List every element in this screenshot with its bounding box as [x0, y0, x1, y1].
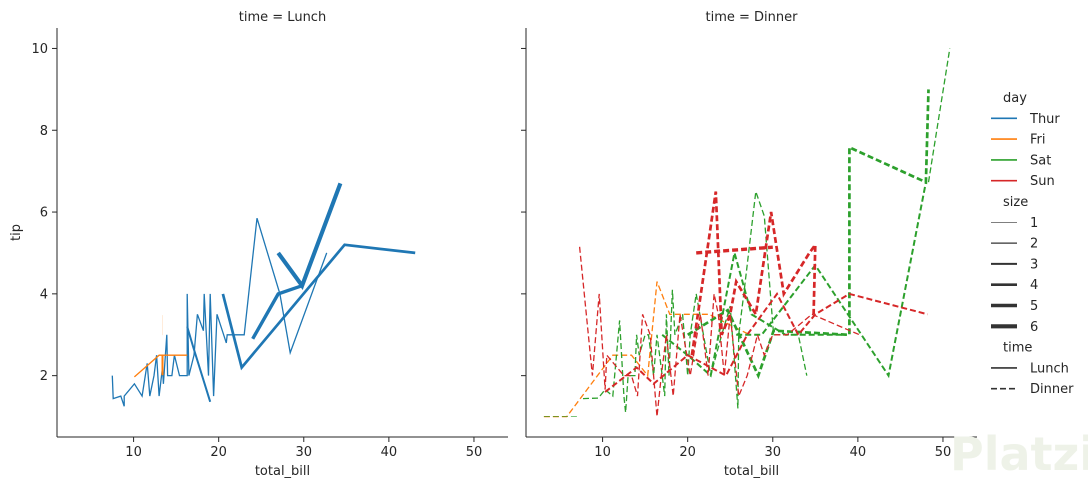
legend-day-thur-label: Thur: [1029, 112, 1060, 127]
legend-day-fri-label: Fri: [1030, 133, 1046, 148]
series-line-sun-size-3: [604, 292, 928, 393]
series-line-sat-size-2: [927, 48, 951, 183]
series-line-thur-size-3: [186, 326, 212, 403]
legend-size-5-label: 5: [1030, 299, 1038, 314]
x-tick-label: 50: [466, 445, 483, 460]
x-tick-label: 30: [765, 445, 782, 460]
x-tick-label: 40: [850, 445, 867, 460]
series-line-thur-size-2: [111, 218, 328, 407]
x-tick-label: 20: [679, 445, 696, 460]
series-group: [543, 48, 951, 418]
legend-day-sat-label: Sat: [1030, 153, 1051, 168]
x-tick-label: 40: [381, 445, 398, 460]
y-tick-label: 4: [40, 287, 48, 302]
y-tick-label: 8: [40, 124, 48, 139]
series-line-sun-size-4: [690, 191, 817, 356]
x-tick-label: 10: [125, 445, 142, 460]
y-axis-label: tip: [9, 224, 24, 241]
series-line-sat-size-3: [736, 182, 927, 379]
series-group: [111, 182, 416, 407]
legend-title-size: size: [1003, 195, 1028, 210]
series-line-sun-size-5: [696, 245, 773, 255]
x-tick-label: 20: [210, 445, 227, 460]
x-axis-label: total_bill: [255, 464, 310, 479]
legend-title-time: time: [1003, 341, 1032, 356]
series-line-fri-size-2: [133, 354, 188, 378]
panel-lunch: time = Lunch 10 20 30 40 50 2 4 6 8 10 total_bill ti…: [9, 10, 508, 479]
legend-day-sun-label: Sun: [1030, 174, 1055, 189]
series-line-fri-size-2: [543, 281, 751, 418]
y-tick-label: 2: [40, 369, 48, 384]
series-line-thur-size-4: [221, 243, 416, 371]
legend-size-4-label: 4: [1030, 278, 1038, 293]
legend-size-3-label: 3: [1030, 257, 1038, 272]
legend-size-1-label: 1: [1030, 216, 1038, 231]
legend-time-lunch-label: Lunch: [1030, 361, 1069, 376]
panel-title: time = Dinner: [706, 10, 799, 25]
x-tick-label: 10: [594, 445, 611, 460]
panel-dinner: time = Dinner 10 20 30 40 50 total_bill: [521, 10, 977, 479]
legend-time-dinner-label: Dinner: [1030, 382, 1074, 397]
watermark-text: Platzi: [950, 427, 1088, 481]
series-line-thur-size-5: [251, 284, 303, 340]
series-line-sat-size-4: [686, 89, 930, 380]
series-line-sun-size-2: [578, 246, 860, 417]
y-tick-label: 10: [31, 42, 48, 57]
legend-size-6-label: 6: [1030, 320, 1038, 335]
x-axis-label: total_bill: [724, 464, 779, 479]
legend-title-day: day: [1003, 91, 1027, 106]
legend-size-2-label: 2: [1030, 237, 1038, 252]
y-tick-label: 6: [40, 206, 48, 221]
series-line-thur-size-6: [276, 182, 343, 290]
x-tick-label: 30: [296, 445, 313, 460]
panel-title: time = Lunch: [239, 10, 326, 25]
x-tick-label: 50: [935, 445, 952, 460]
